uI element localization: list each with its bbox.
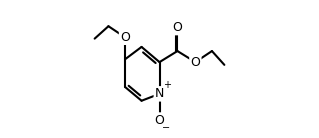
Text: O: O <box>120 31 130 44</box>
Text: O: O <box>173 21 182 34</box>
Text: O: O <box>155 114 164 127</box>
Text: N: N <box>155 87 164 100</box>
Text: O: O <box>190 56 200 69</box>
Text: −: − <box>162 123 170 133</box>
Text: +: + <box>163 80 171 90</box>
